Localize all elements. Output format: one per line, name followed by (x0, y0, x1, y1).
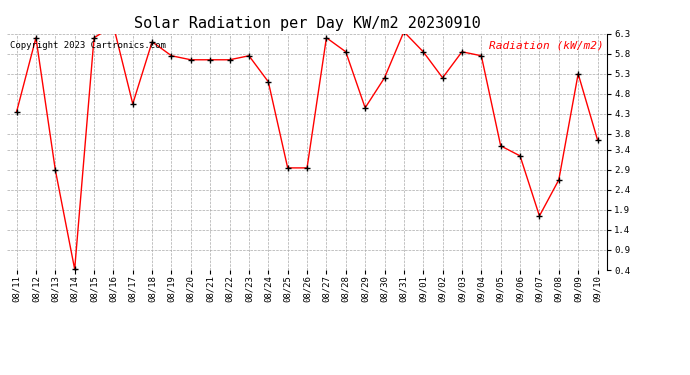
Text: Radiation (kW/m2): Radiation (kW/m2) (489, 41, 604, 51)
Title: Solar Radiation per Day KW/m2 20230910: Solar Radiation per Day KW/m2 20230910 (134, 16, 480, 31)
Text: Copyright 2023 Cartronics.com: Copyright 2023 Cartronics.com (10, 41, 166, 50)
